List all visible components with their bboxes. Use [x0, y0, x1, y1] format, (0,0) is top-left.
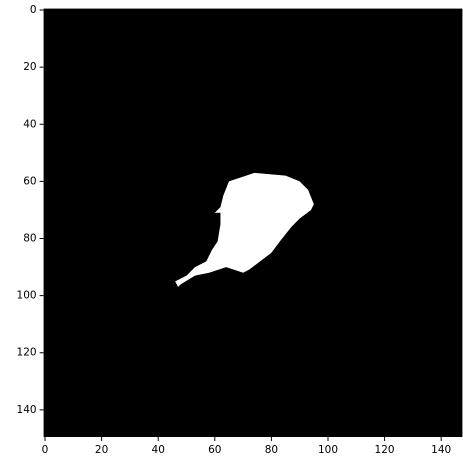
- x-tick-label: 0: [42, 444, 49, 456]
- x-tick-label: 120: [375, 444, 395, 456]
- x-tick-label: 140: [431, 444, 451, 456]
- y-tick-label: 80: [23, 233, 36, 245]
- x-tick-label: 100: [318, 444, 338, 456]
- y-tick-label: 120: [17, 347, 37, 359]
- x-tick-label: 20: [95, 444, 108, 456]
- y-tick-label: 0: [30, 4, 37, 16]
- y-tick-label: 40: [23, 118, 36, 130]
- x-tick-label: 80: [265, 444, 278, 456]
- y-tick-label: 20: [23, 61, 36, 73]
- y-tick-label: 100: [17, 290, 37, 302]
- y-tick-label: 140: [17, 404, 37, 416]
- x-tick-label: 60: [208, 444, 221, 456]
- x-tick-label: 40: [152, 444, 165, 456]
- y-tick-label: 60: [23, 175, 36, 187]
- chart: 0 20 40 60 80 100 120 140 0 20 40 60 80 100 120 140: [0, 0, 463, 458]
